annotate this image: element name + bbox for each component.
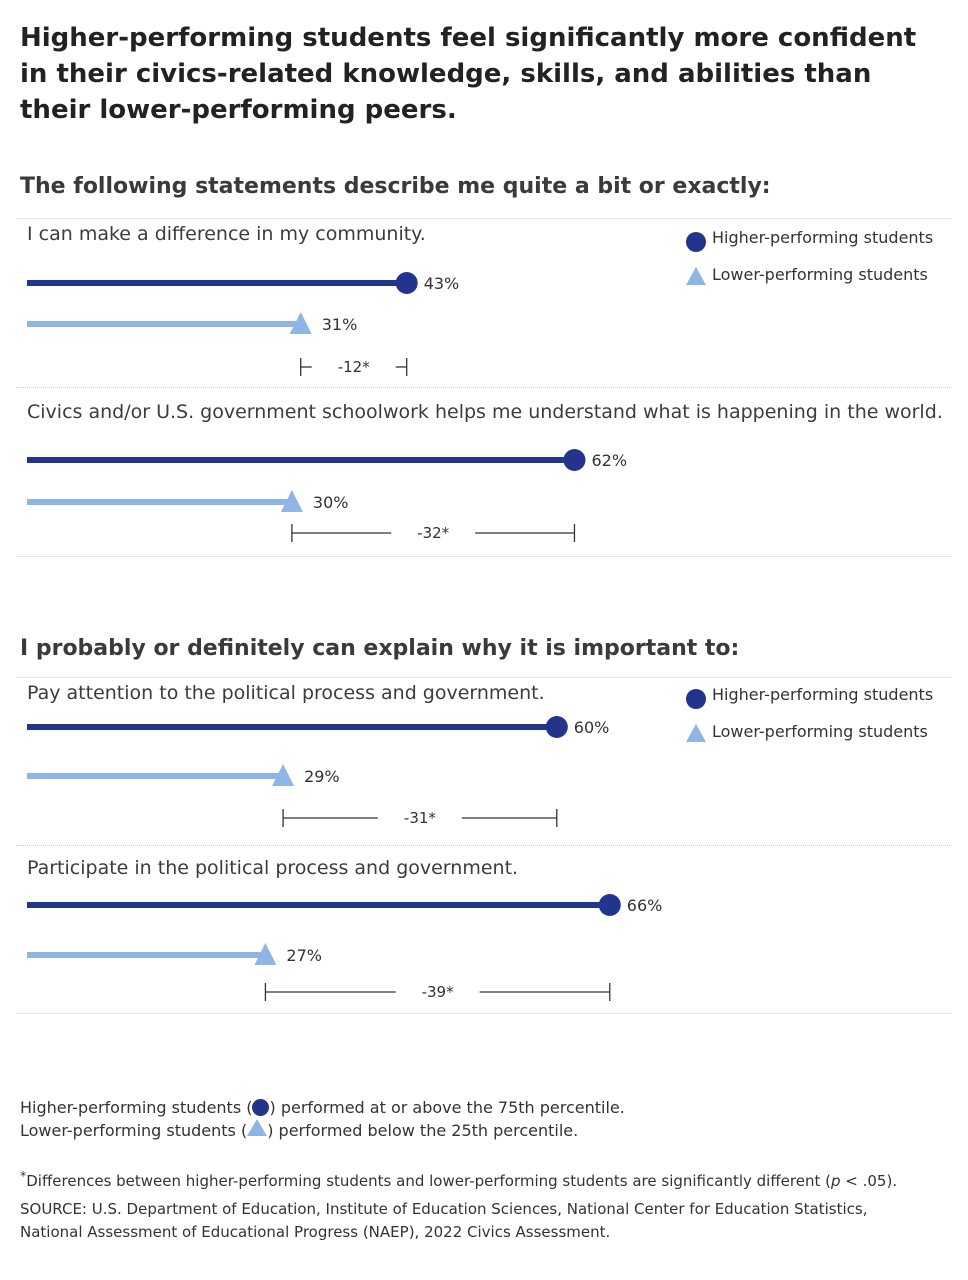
lower-definition-prefix: Lower-performing students ( bbox=[20, 1121, 248, 1140]
lower-marker bbox=[289, 312, 312, 334]
higher-value-label: 66% bbox=[627, 896, 663, 915]
legend-label-lower: Lower-performing students bbox=[712, 265, 928, 284]
significance-p: p bbox=[830, 1172, 841, 1190]
higher-definition: Higher-performing students ( ) performed … bbox=[20, 1096, 625, 1119]
higher-value-label: 60% bbox=[574, 718, 610, 737]
significance-note: *Differences between higher-performing s… bbox=[20, 1164, 897, 1193]
difference-label: -32* bbox=[417, 524, 449, 542]
statement-label-1-2: Civics and/or U.S. government schoolwork… bbox=[27, 401, 943, 423]
triangle-icon bbox=[686, 267, 706, 285]
source-note: SOURCE: U.S. Department of Education, In… bbox=[20, 1198, 867, 1244]
source-line-2: National Assessment of Educational Progr… bbox=[20, 1223, 611, 1241]
chart-title: Higher-performing students feel signific… bbox=[20, 23, 917, 125]
legend-label-higher: Higher-performing students bbox=[712, 228, 934, 247]
higher-marker bbox=[598, 894, 621, 916]
section-1-bottom-rule bbox=[16, 556, 952, 557]
higher-definition-suffix: ) performed at or above the 75th percent… bbox=[269, 1098, 625, 1117]
circle-icon bbox=[686, 232, 706, 252]
section-2-bottom-rule bbox=[16, 1013, 952, 1014]
statement-label-2-2: Participate in the political process and… bbox=[27, 857, 519, 879]
statement-divider-1 bbox=[16, 387, 952, 388]
lower-marker bbox=[254, 943, 277, 965]
legend-item-lower: Lower-performing students bbox=[686, 722, 956, 759]
dumbbell-chart-2-2: 66% 27% -39* bbox=[27, 894, 663, 1001]
legend-item-higher: Higher-performing students bbox=[686, 228, 956, 265]
circle-icon bbox=[686, 689, 706, 709]
dumbbell-chart-2-1: 60% 29% -31* bbox=[27, 716, 610, 827]
lower-definition: Lower-performing students ( ) performed b… bbox=[20, 1119, 578, 1142]
legend-item-higher: Higher-performing students bbox=[686, 685, 956, 722]
statement-label-1-1: I can make a difference in my community. bbox=[27, 223, 426, 245]
higher-value-label: 43% bbox=[424, 274, 460, 293]
lower-value-label: 27% bbox=[286, 946, 322, 965]
significance-end: < .05). bbox=[840, 1172, 898, 1190]
dumbbell-chart-1-1: 43% 31% -12* bbox=[27, 272, 460, 376]
higher-definition-prefix: Higher-performing students ( bbox=[20, 1098, 253, 1117]
difference-label: -31* bbox=[404, 809, 436, 827]
higher-marker bbox=[545, 716, 568, 738]
source-line-1: SOURCE: U.S. Department of Education, In… bbox=[20, 1200, 868, 1218]
circle-icon bbox=[252, 1099, 270, 1116]
higher-value-label: 62% bbox=[591, 451, 627, 470]
section-1-top-rule bbox=[16, 218, 952, 219]
legend-label-lower: Lower-performing students bbox=[712, 722, 928, 741]
statement-label-2-1: Pay attention to the political process a… bbox=[27, 682, 545, 704]
section-title-2: I probably or definitely can explain why… bbox=[20, 636, 740, 661]
triangle-icon bbox=[247, 1119, 268, 1136]
lower-value-label: 31% bbox=[322, 315, 358, 334]
lower-marker bbox=[280, 490, 303, 512]
difference-label: -12* bbox=[338, 358, 370, 376]
section-2-top-rule bbox=[16, 677, 952, 678]
higher-marker bbox=[395, 272, 418, 294]
significance-mark: * bbox=[20, 1168, 27, 1183]
higher-marker bbox=[563, 449, 586, 471]
section-title-1: The following statements describe me qui… bbox=[20, 174, 771, 199]
dumbbell-chart-1-2: 62% 30% -32* bbox=[27, 449, 627, 542]
triangle-icon bbox=[686, 724, 706, 742]
lower-value-label: 30% bbox=[313, 493, 349, 512]
statement-divider-2 bbox=[16, 845, 952, 846]
legend-1: Higher-performing students Lower-perform… bbox=[686, 228, 956, 302]
significance-text: Differences between higher-performing st… bbox=[26, 1172, 831, 1190]
lower-definition-suffix: ) performed below the 25th percentile. bbox=[267, 1121, 579, 1140]
legend-2: Higher-performing students Lower-perform… bbox=[686, 685, 956, 759]
difference-label: -39* bbox=[422, 983, 454, 1001]
lower-marker bbox=[272, 764, 295, 786]
legend-label-higher: Higher-performing students bbox=[712, 685, 934, 704]
lower-value-label: 29% bbox=[304, 767, 340, 786]
legend-item-lower: Lower-performing students bbox=[686, 265, 956, 302]
